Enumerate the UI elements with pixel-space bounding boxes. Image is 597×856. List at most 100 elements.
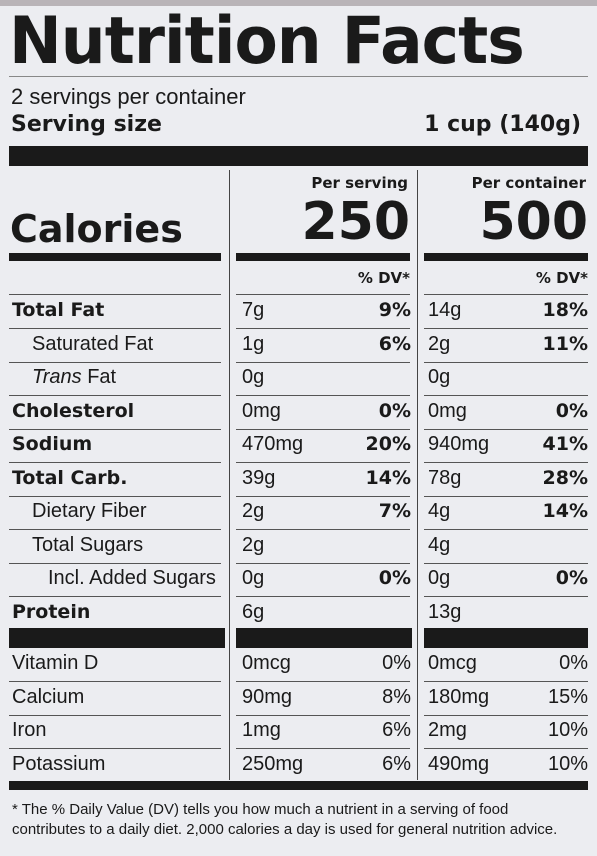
top-edge [0, 0, 597, 6]
nutrient-name-text: Saturated Fat [32, 332, 154, 355]
nutrient-name: Total Sugars [32, 534, 143, 557]
footnote: * The % Daily Value (DV) tells you how m… [12, 801, 558, 838]
row-rule [424, 462, 588, 463]
nutrient-name-italic: Trans [32, 366, 82, 388]
container-amount: 940mg [428, 433, 490, 455]
container-dv: 15% [547, 685, 588, 708]
row-rule [424, 596, 588, 597]
serving-size-row: Serving size 1 cup (140g) [11, 112, 581, 137]
nutrient-name: Dietary Fiber [32, 500, 146, 523]
dv-header-serving: % DV* [357, 269, 410, 287]
serving-dv: 7% [378, 500, 411, 522]
nutrient-row: Dietary Fiber 2g 7% 4g 14% [0, 496, 597, 529]
container-dv: 28% [542, 466, 588, 489]
nutrient-name-text: Iron [12, 719, 47, 741]
serving-dv: 8% [382, 685, 411, 708]
row-rule [9, 596, 221, 597]
serving-amount: 39g [242, 466, 276, 489]
serving-dv: 0% [382, 652, 411, 674]
serving-size-label: Serving size [11, 112, 162, 137]
row-rule [9, 562, 221, 564]
row-rule [424, 495, 588, 497]
container-dv: 10% [547, 719, 588, 741]
container-amount: 0mg [428, 399, 467, 422]
row-rule [236, 562, 410, 564]
thick-rule-bottom [9, 781, 588, 790]
servings-per-container: 2 servings per container [11, 84, 246, 109]
container-amount: 4g [428, 500, 451, 522]
nutrient-name-text: Fat [81, 366, 117, 388]
container-amount: 0mcg [428, 652, 477, 674]
nutrient-name: Protein [12, 601, 90, 623]
per-serving-label: Per serving [311, 174, 408, 192]
row-rule [424, 714, 588, 716]
serving-amount: 90mg [242, 685, 293, 708]
row-rule [236, 428, 410, 430]
nutrient-name-text: Protein [12, 600, 91, 623]
container-amount: 2g [428, 332, 451, 355]
serving-amount: 470mg [242, 433, 304, 455]
serving-dv: 0% [378, 399, 411, 422]
nutrient-row: Vitamin D 0mcg 0% 0mcg 0% [0, 648, 597, 681]
serving-dv: 0% [378, 567, 411, 589]
serving-amount: 1mg [242, 719, 281, 741]
nutrient-name: Potassium [12, 753, 105, 776]
serving-dv: 6% [378, 332, 411, 355]
container-dv: 18% [542, 299, 588, 321]
nutrient-row: Iron 1mg 6% 2mg 10% [0, 715, 597, 748]
row-rule [424, 562, 588, 564]
row-rule [424, 395, 588, 396]
nutrient-row: Trans Fat 0g 0g [0, 362, 597, 395]
column-divider-2 [417, 170, 418, 780]
calories-rule-2 [236, 253, 410, 261]
row-rule [424, 529, 588, 530]
thick-rule-mid-1 [9, 628, 225, 648]
nutrient-name-text: Total Fat [12, 299, 105, 321]
nutrient-name-text: Total Carb. [12, 466, 128, 489]
serving-amount: 0mg [242, 399, 281, 422]
nutrient-name-text: Calcium [12, 685, 85, 708]
container-amount: 4g [428, 533, 451, 556]
container-dv: 10% [547, 752, 588, 775]
nutrient-name-text: Potassium [12, 752, 106, 775]
nutrient-row: Calcium 90mg 8% 180mg 15% [0, 682, 597, 715]
serving-size-value: 1 cup (140g) [424, 112, 581, 137]
container-dv: 41% [542, 433, 588, 455]
container-dv: 0% [555, 399, 588, 422]
row-rule [9, 361, 221, 363]
row-rule [9, 428, 221, 430]
dv-header-container: % DV* [535, 269, 588, 287]
nutrient-name-text: Total Sugars [32, 533, 144, 556]
container-dv: 0% [555, 567, 588, 589]
nutrient-name-text: Sodium [12, 433, 93, 455]
row-rule [236, 294, 410, 295]
row-rule [424, 748, 588, 749]
container-amount: 14g [428, 299, 462, 321]
container-amount: 78g [428, 466, 462, 489]
serving-amount: 0g [242, 366, 265, 388]
thick-rule-mid-2 [236, 628, 412, 648]
per-container-label: Per container [471, 174, 586, 192]
container-amount: 0g [428, 366, 451, 388]
calories-per-serving: 250 [301, 192, 410, 252]
nutrient-name: Trans Fat [32, 366, 116, 389]
row-rule [9, 495, 221, 497]
row-rule [236, 328, 410, 329]
container-amount: 13g [428, 600, 462, 623]
row-rule [424, 328, 588, 329]
row-rule [424, 361, 588, 363]
row-rule [424, 428, 588, 430]
column-divider-1 [229, 170, 230, 780]
row-rule [9, 748, 221, 749]
nutrient-row: Total Fat 7g 9% 14g 18% [0, 295, 597, 328]
row-rule [9, 395, 221, 396]
calories-label: Calories [10, 207, 183, 251]
nutrient-name: Calcium [12, 686, 84, 709]
nutrient-name: Sodium [12, 433, 92, 455]
row-rule [424, 681, 588, 682]
nutrient-name: Saturated Fat [32, 333, 153, 356]
row-rule [236, 748, 410, 749]
thick-rule-top [9, 146, 588, 166]
nutrient-name: Iron [12, 719, 46, 742]
nutrient-row: Cholesterol 0mg 0% 0mg 0% [0, 396, 597, 429]
